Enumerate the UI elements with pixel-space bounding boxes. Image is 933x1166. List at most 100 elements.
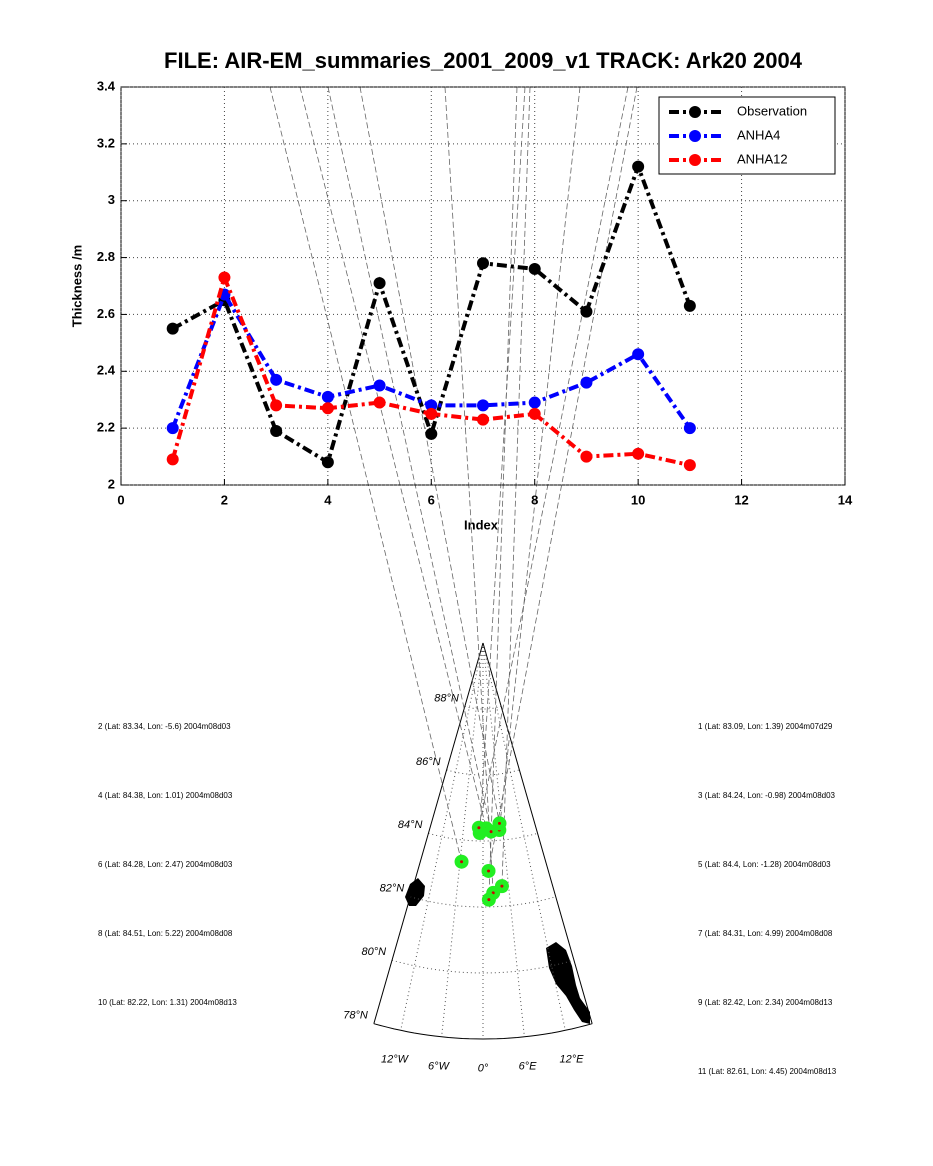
- data-point: [218, 271, 231, 284]
- y-tick-label: 2.4: [97, 363, 116, 378]
- legend-label: ANHA12: [737, 151, 788, 166]
- parallel-label: 78°N: [343, 1010, 368, 1022]
- map-point-center: [487, 869, 491, 873]
- y-tick-label: 3.4: [97, 78, 116, 93]
- point-label: 1 (Lat: 83.09, Lon: 1.39) 2004m07d29: [698, 722, 833, 731]
- x-tick-label: 12: [734, 492, 748, 507]
- map-point-center: [487, 898, 491, 902]
- y-tick-label: 2: [108, 476, 115, 491]
- data-point: [683, 422, 696, 435]
- data-point: [270, 373, 283, 386]
- plot-area: [120, 86, 846, 486]
- parallel: [391, 959, 575, 974]
- data-point: [528, 407, 541, 420]
- x-tick-label: 6: [428, 492, 435, 507]
- parallel: [410, 896, 556, 908]
- y-tick-label: 2.6: [97, 306, 115, 321]
- meridian-label: 12°W: [381, 1053, 410, 1065]
- data-point: [321, 456, 334, 469]
- y-tick-label: 2.8: [97, 249, 115, 264]
- x-tick-label: 2: [221, 492, 228, 507]
- x-tick-label: 0: [117, 492, 124, 507]
- point-label: 11 (Lat: 82.61, Lon: 4.45) 2004m08d13: [698, 1067, 837, 1076]
- meridian-label: 6°W: [428, 1060, 451, 1072]
- data-point: [477, 257, 489, 270]
- legend-marker: [689, 154, 701, 166]
- parallel-label: 84°N: [398, 819, 423, 831]
- legend-marker: [689, 130, 701, 142]
- track-line: [327, 86, 492, 832]
- y-tick-label: 3.2: [97, 135, 115, 150]
- series-line: [171, 160, 692, 466]
- map-point-center: [489, 830, 493, 834]
- y-tick-label: 2.2: [97, 420, 115, 435]
- data-point: [632, 447, 645, 460]
- map-point-center: [500, 884, 504, 888]
- chart-title: FILE: AIR-EM_summaries_2001_2009_v1 TRAC…: [164, 48, 803, 73]
- legend-box: [658, 96, 836, 175]
- parallel-label: 80°N: [361, 946, 386, 958]
- parallel-label: 88°N: [434, 692, 459, 704]
- track-line: [501, 86, 531, 887]
- legend-marker: [689, 106, 701, 118]
- track-line: [359, 86, 500, 824]
- track-line: [269, 86, 462, 862]
- data-point: [425, 427, 438, 440]
- data-point: [580, 376, 593, 389]
- data-point: [425, 407, 438, 420]
- point-label: 5 (Lat: 84.4, Lon: -1.28) 2004m08d03: [698, 860, 831, 869]
- track-line: [488, 86, 518, 900]
- map-point-center: [497, 821, 501, 825]
- x-tick-label: 14: [838, 492, 853, 507]
- y-axis-label: Thickness /m: [69, 245, 84, 327]
- point-label: 9 (Lat: 82.42, Lon: 2.34) 2004m08d13: [698, 998, 833, 1007]
- meridian-label: 12°E: [560, 1053, 585, 1065]
- data-point: [528, 396, 541, 409]
- x-tick-label: 4: [324, 492, 332, 507]
- data-point: [166, 422, 179, 435]
- point-label: 2 (Lat: 83.34, Lon: -5.6) 2004m08d03: [98, 722, 231, 731]
- data-point: [528, 262, 541, 275]
- meridian-label: 0°: [478, 1063, 489, 1075]
- data-point: [321, 402, 334, 415]
- point-label: 6 (Lat: 84.28, Lon: 2.47) 2004m08d03: [98, 860, 233, 869]
- x-tick-label: 10: [631, 492, 645, 507]
- legend-label: Observation: [737, 103, 807, 118]
- map-edge: [373, 642, 484, 1024]
- parallel-label: 82°N: [380, 883, 405, 895]
- point-label: 7 (Lat: 84.31, Lon: 4.99) 2004m08d08: [698, 929, 833, 938]
- data-point: [632, 160, 645, 173]
- data-point: [683, 459, 696, 472]
- data-point: [270, 424, 283, 437]
- point-label: 4 (Lat: 84.38, Lon: 1.01) 2004m08d03: [98, 791, 233, 800]
- map-edge: [482, 642, 593, 1024]
- data-point: [580, 305, 593, 318]
- point-label: 3 (Lat: 84.24, Lon: -0.98) 2004m08d03: [698, 791, 836, 800]
- map-point-center: [477, 826, 481, 830]
- data-point: [632, 348, 645, 361]
- track-line: [488, 86, 638, 872]
- legend-label: ANHA4: [737, 127, 780, 142]
- parallel-label: 86°N: [416, 756, 441, 768]
- parallel: [428, 832, 538, 842]
- data-point: [683, 299, 696, 312]
- x-tick-label: 8: [531, 492, 538, 507]
- track-line: [299, 86, 487, 829]
- data-point: [373, 379, 386, 392]
- data-point: [166, 322, 179, 335]
- data-point: [477, 399, 489, 412]
- data-point: [321, 390, 334, 403]
- data-point: [477, 413, 489, 426]
- y-tick-label: 3: [108, 192, 115, 207]
- meridian-label: 6°E: [519, 1060, 538, 1072]
- svalbard-land: [546, 942, 590, 1024]
- x-axis-label: Index: [464, 517, 499, 532]
- point-label: 10 (Lat: 82.22, Lon: 1.31) 2004m08d13: [98, 998, 237, 1007]
- data-point: [425, 399, 438, 412]
- data-point: [166, 453, 179, 466]
- data-point: [580, 450, 593, 463]
- track-line: [498, 86, 581, 831]
- track-line: [479, 86, 526, 834]
